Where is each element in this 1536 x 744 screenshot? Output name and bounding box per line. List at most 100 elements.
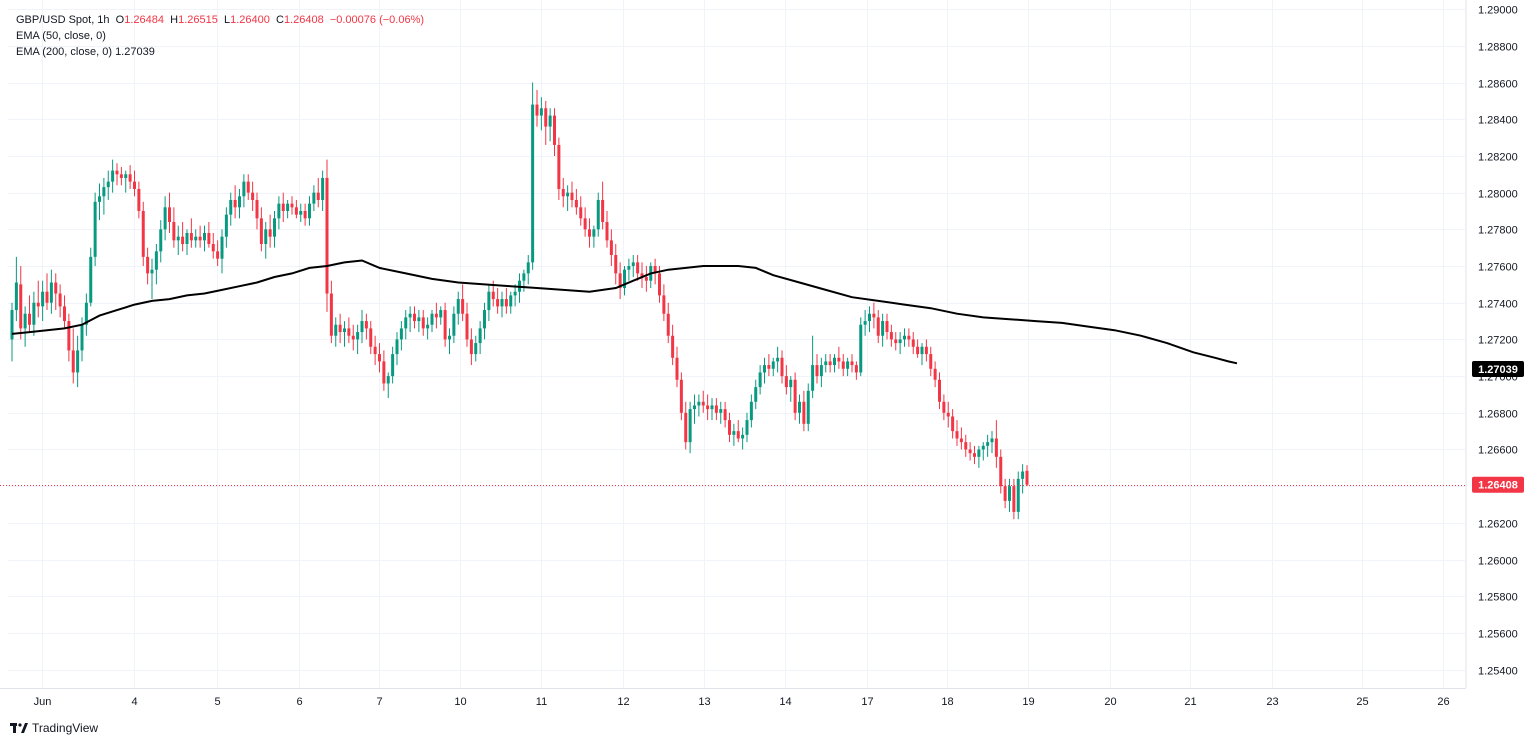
candle-body [574,199,578,208]
ema50-legend[interactable]: EMA (50, close, 0) [16,28,424,44]
price-tick-label: 1.28000 [1478,189,1518,201]
candle-body [824,361,828,366]
candle [316,177,320,208]
candle-body [986,442,990,446]
candle-body [535,104,539,116]
time-tick-label: 20 [1104,696,1116,708]
candle-body [124,174,128,178]
candle [399,321,403,351]
candle-body [163,207,167,230]
price-tick-label: 1.28800 [1478,42,1518,54]
candle [981,442,985,461]
candle-body [119,174,123,178]
candle-body [959,438,963,443]
candle [452,306,456,344]
candle-body [49,282,53,303]
candle [868,306,871,333]
price-tick-label: 1.25400 [1478,666,1518,678]
time-axis[interactable]: Jun 4 5 6 7 10 11 12 13 14 17 18 19 20 21 23 25 26 [34,696,1450,708]
candle-body [916,346,920,355]
candle-body [570,192,574,200]
candle [951,409,955,439]
candle-body [483,310,486,329]
candle [207,221,211,248]
ema200-legend[interactable]: EMA (200, close, 0) 1.27039 [16,44,424,60]
candle-body [421,317,425,329]
candle [623,266,626,296]
candle-body [264,229,268,245]
candle-body [303,210,307,219]
price-tick-label: 1.26800 [1478,409,1518,421]
candle [574,188,578,215]
candle-body [1003,486,1007,501]
candle-body [929,354,933,369]
price-tick-label: 1.28400 [1478,115,1518,127]
candle-body [609,240,613,256]
candle [299,203,303,222]
candle [679,372,683,421]
candle-body [833,357,836,366]
candle [487,284,491,322]
candle [662,284,666,322]
candle-body [758,372,762,388]
candle [93,192,97,267]
candle-body [194,236,198,241]
candle [504,288,508,314]
candle-body [356,332,360,340]
candle-body [63,306,66,322]
candle-body [478,328,482,344]
candle-body [728,420,731,435]
candle-body [373,346,377,355]
candle [784,365,788,395]
time-tick-label: Jun [34,696,52,708]
candle [518,273,521,303]
candle [986,434,990,457]
candle-body [749,401,753,421]
candle [898,332,902,355]
candle-body [876,317,880,336]
price-axis[interactable]: 1.25400 1.25600 1.25800 1.26000 1.26200 1.264… [1478,5,1518,678]
candle-body [150,269,154,274]
symbol-label[interactable]: GBP/USD Spot, 1h [16,14,110,26]
candle [150,258,154,300]
candle [49,269,53,314]
candle-body [259,218,263,245]
candle-body [933,368,937,380]
candle [509,291,513,314]
candle [124,170,128,193]
candle [63,295,66,329]
candle-body [679,379,683,413]
candle [675,346,679,388]
high-value: 1.26515 [178,14,218,26]
candle-body [343,328,346,333]
price-tick-label: 1.28200 [1478,152,1518,164]
candle [259,207,263,252]
candle-body [881,321,885,336]
candle [203,225,206,252]
candle [776,346,780,373]
candle-body [189,233,193,241]
candle [955,420,959,446]
candle-body [67,321,71,351]
candle [938,372,941,410]
candle-body [767,365,771,369]
candle [426,317,430,340]
close-value: 1.26408 [283,14,324,26]
candle [133,170,136,197]
candle [553,108,556,156]
candle [386,372,390,399]
candle-body [973,453,976,457]
candle [54,273,58,311]
candle [592,225,596,248]
candle [789,376,793,402]
candle [417,310,421,333]
candle-body [776,357,780,362]
ema200-line [11,259,1238,365]
candle [811,335,815,399]
candle [771,357,775,377]
candle-body [640,273,644,278]
candle-body [281,203,285,211]
open-label: O [115,14,125,26]
tradingview-brand[interactable]: TradingView [10,721,98,735]
